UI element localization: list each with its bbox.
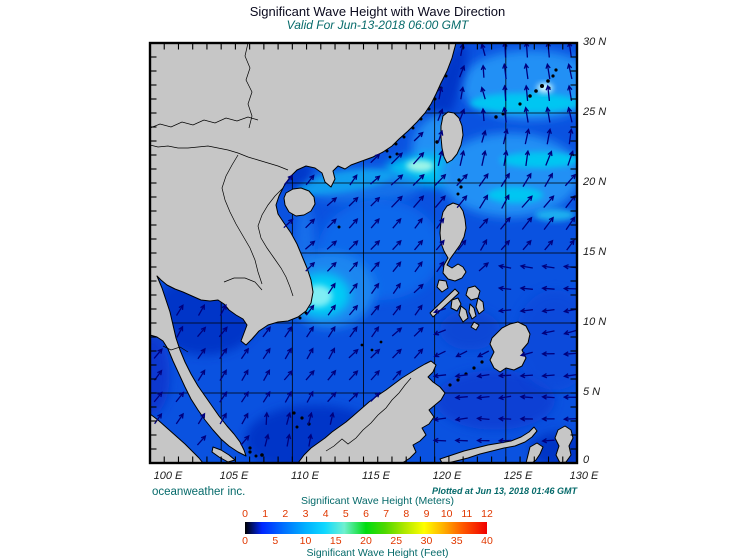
lat-label: 20 N — [583, 176, 607, 188]
land-taiwan — [440, 111, 464, 164]
lon-label: 105 E — [219, 470, 249, 482]
lon-label: 110 E — [291, 470, 319, 482]
lat-label: 15 N — [583, 246, 607, 258]
meters-tick-label: 8 — [403, 508, 410, 520]
land-halmahera — [554, 425, 574, 463]
meters-tick-label: 7 — [383, 508, 390, 520]
lat-label: 5 N — [583, 386, 601, 398]
feet-tick-label: 10 — [299, 535, 312, 547]
meters-tick-label: 9 — [423, 508, 430, 520]
lat-label: 25 N — [583, 106, 607, 118]
land-negros — [458, 305, 469, 323]
page-title: Significant Wave Height with Wave Direct… — [249, 4, 506, 19]
land-mainland-asia — [150, 43, 457, 457]
land-hainan — [283, 187, 316, 217]
meters-tick-label: 12 — [481, 508, 493, 520]
land-masses — [150, 43, 574, 463]
feet-tick-label: 40 — [481, 535, 493, 547]
land-sumatra — [150, 413, 204, 463]
meters-tick-label: 5 — [342, 508, 349, 520]
lat-label: 10 N — [583, 316, 607, 328]
meters-tick-label: 0 — [242, 508, 248, 520]
land-bangka — [211, 446, 236, 463]
land-sulawesi-neck — [525, 442, 544, 463]
meters-tick-label: 3 — [302, 508, 309, 520]
land-bohol — [470, 321, 480, 331]
oceanweather-credit: oceanweather inc. — [152, 486, 246, 498]
land-luzon — [439, 202, 467, 282]
lon-label: 115 E — [362, 470, 390, 482]
feet-tick-label: 25 — [390, 535, 403, 547]
feet-tick-label: 0 — [242, 535, 248, 547]
feet-tick-label: 35 — [450, 535, 463, 547]
meters-tick-label: 4 — [322, 508, 329, 520]
country-borders — [150, 43, 412, 452]
colorbar-feet-title: Significant Wave Height (Feet) — [306, 547, 449, 559]
wave-direction-arrows — [153, 43, 577, 447]
land-leyte — [475, 297, 485, 315]
wave-height-colorbar — [245, 522, 487, 534]
valid-time-subtitle: Valid For Jun-13-2018 06:00 GMT — [286, 18, 469, 32]
land-mindoro — [436, 279, 449, 293]
land-mindanao — [489, 321, 531, 373]
small-islands — [248, 68, 558, 458]
meters-tick-label: 6 — [363, 508, 369, 520]
feet-tick-label: 20 — [360, 535, 372, 547]
colorbar-meters-title: Significant Wave Height (Meters) — [300, 495, 455, 507]
lon-label: 120 E — [432, 470, 462, 482]
map-frame — [148, 41, 579, 465]
land-panay — [450, 297, 462, 312]
lat-label: 30 N — [583, 36, 607, 48]
lon-label: 125 E — [503, 470, 533, 482]
feet-tick-label: 30 — [420, 535, 433, 547]
lat-label: 0 — [583, 454, 590, 466]
meters-tick-label: 2 — [282, 508, 289, 520]
feet-tick-label: 15 — [329, 535, 342, 547]
map-frame-ticks — [149, 42, 578, 464]
land-cebu — [468, 303, 477, 320]
meters-tick-label: 11 — [461, 508, 473, 520]
lon-label: 130 E — [569, 470, 599, 482]
feet-tick-label: 5 — [272, 535, 279, 547]
meters-tick-label: 10 — [440, 508, 453, 520]
land-borneo — [297, 360, 446, 463]
plotted-timestamp: Plotted at Jun 13, 2018 01:46 GMT — [431, 486, 577, 496]
land-sulawesi-arm — [439, 426, 538, 463]
meters-tick-label: 1 — [262, 508, 269, 520]
lon-label: 100 E — [153, 470, 183, 482]
